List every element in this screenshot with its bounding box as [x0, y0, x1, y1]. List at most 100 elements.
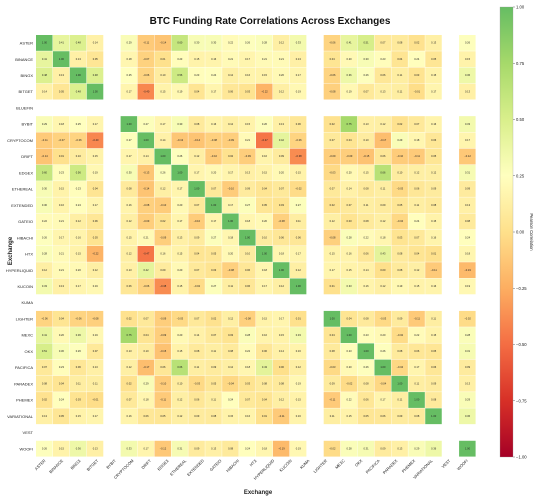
- heatmap-cell-kucoin-okx: [357, 278, 375, 295]
- heatmap-cell-bingx-ethereal: [188, 67, 205, 84]
- heatmap-cell-kucoin-bitget: [86, 278, 104, 295]
- heatmap-cell-binance-ethereal: [188, 51, 205, 68]
- cell-value-label: 1.00: [431, 414, 437, 418]
- heatmap-cell-bingx-bingx: [69, 67, 87, 84]
- cell-value-label: 0.14: [363, 268, 369, 272]
- heatmap-cell-mexc-edgex: [171, 327, 188, 343]
- cell-value-label: 0.17: [414, 365, 420, 369]
- heatmap-cell-extended-cryptocom: [137, 197, 155, 214]
- cell-value-label: −0.14: [41, 154, 48, 158]
- cell-value-label: 0.04: [262, 187, 268, 191]
- heatmap-cell-drift-woofi: [459, 148, 476, 165]
- heatmap-cell-aster-gateio: [222, 35, 239, 51]
- heatmap-cell-aster-bitget: [86, 35, 104, 51]
- heatmap-cell-cryptocom-lighter: [323, 132, 341, 149]
- cell-value-label: 0.30: [194, 41, 200, 45]
- cell-value-label: 0.20: [347, 170, 353, 174]
- heatmap-cell-hyperliquid-hibachi: [239, 262, 256, 279]
- cell-value-label: 0.13: [397, 446, 403, 450]
- cell-value-label: 1.00: [76, 73, 82, 77]
- cell-value-label: 0.15: [59, 187, 65, 191]
- heatmap-cell-lighter-phemex: [408, 310, 425, 327]
- heatmap-cell-hibachi-aster: [36, 229, 53, 246]
- cell-value-label: 0.11: [397, 89, 402, 93]
- cell-value-label: 0.33: [296, 41, 302, 45]
- heatmap-cell-phemex-edgex: [171, 392, 188, 408]
- cell-value-label: −0.12: [464, 154, 471, 158]
- cell-value-label: 0.13: [127, 349, 133, 353]
- heatmap-cell-paradex-okx: [357, 375, 375, 392]
- heatmap-cell-okx-phemex: [408, 343, 425, 360]
- cell-value-label: 0.07: [42, 365, 48, 369]
- heatmap-cell-pacifica-woofi: [459, 359, 476, 376]
- heatmap-cell-htx-okx: [357, 246, 375, 262]
- heatmap-cell-binance-binance: [52, 51, 70, 68]
- cell-value-label: 0.15: [194, 57, 200, 61]
- heatmap-cell-kucoin-aster: [36, 278, 53, 295]
- cell-value-label: 0.15: [93, 154, 99, 158]
- cell-value-label: −0.38: [295, 154, 302, 158]
- cell-value-label: 0.56: [76, 170, 82, 174]
- heatmap-cell-phemex-bybit: [120, 392, 138, 408]
- cell-value-label: −0.10: [160, 381, 167, 385]
- cell-value-label: 0.07: [363, 89, 369, 93]
- cell-value-label: 0.14: [347, 187, 353, 191]
- heatmap-cell-lighter-htx: [256, 310, 273, 327]
- heatmap-cell-gateio-phemex: [408, 213, 425, 230]
- heatmap-cell-paradex-woofi: [459, 375, 476, 392]
- cell-value-label: 0.26: [160, 170, 166, 174]
- heatmap-cell-htx-paradex: [391, 246, 408, 262]
- heatmap-cell-htx-hibachi: [239, 246, 256, 262]
- cell-value-label: −0.13: [143, 170, 150, 174]
- cell-value-label: 0.17: [93, 122, 99, 126]
- cell-value-label: −0.17: [380, 138, 387, 142]
- cell-value-label: 0.09: [397, 317, 403, 321]
- cell-value-label: −0.09: [143, 219, 150, 223]
- y-tick-binance: BINANCE: [15, 57, 33, 62]
- heatmap-cell-phemex-gateio: [222, 392, 239, 408]
- cell-value-label: 0.30: [59, 349, 65, 353]
- cell-value-label: 0.04: [262, 398, 268, 402]
- cell-value-label: 0.21: [245, 138, 251, 142]
- heatmap-cell-kucoin-variational: [425, 278, 442, 295]
- heatmap-cell-binance-pacifica: [374, 51, 391, 68]
- cell-value-label: 0.09: [194, 414, 200, 418]
- x-tick-drift: DRIFT: [140, 458, 152, 470]
- cell-value-label: 0.12: [127, 252, 133, 256]
- heatmap-cell-kucoin-woofi: [459, 278, 476, 295]
- cell-value-label: 0.56: [177, 73, 183, 77]
- heatmap-cell-pacifica-drift: [154, 359, 171, 376]
- cell-value-label: 0.24: [245, 446, 251, 450]
- cell-value-label: 0.13: [431, 41, 437, 45]
- cell-value-label: 0.41: [42, 57, 48, 61]
- cell-value-label: 0.09: [397, 414, 403, 418]
- y-tick-htx: HTX: [25, 252, 33, 257]
- cell-value-label: −0.06: [295, 138, 302, 142]
- cell-value-label: 0.17: [194, 170, 200, 174]
- heatmap-cell-hyperliquid-hyperliquid: [272, 262, 290, 279]
- y-tick-lighter: LIGHTER: [16, 316, 33, 321]
- heatmap-cell-hyperliquid-aster: [36, 262, 53, 279]
- heatmap-cell-bitget-binance: [52, 83, 70, 100]
- cell-value-label: 0.23: [177, 57, 183, 61]
- cell-value-label: 0.20: [211, 170, 217, 174]
- cell-value-label: 0.30: [211, 41, 217, 45]
- heatmap-cell-bitget-gateio: [222, 83, 239, 100]
- heatmap-cell-lighter-aster: [36, 310, 53, 327]
- cell-value-label: −0.02: [397, 333, 404, 337]
- cell-value-label: −0.11: [414, 317, 421, 321]
- cell-value-label: 0.11: [194, 365, 199, 369]
- cell-value-label: 0.15: [177, 284, 183, 288]
- cell-value-label: 0.13: [245, 170, 251, 174]
- heatmap-cell-variational-pacifica: [374, 408, 391, 425]
- heatmap-cell-htx-bybit: [120, 246, 138, 262]
- heatmap-cell-variational-edgex: [171, 408, 188, 425]
- cell-value-label: 0.07: [211, 187, 217, 191]
- cell-value-label: 0.15: [296, 170, 302, 174]
- x-tick-kucoin: KUCOIN: [278, 458, 293, 473]
- heatmap-cell-gateio-binance: [52, 213, 70, 230]
- cell-value-label: 0.75: [347, 122, 353, 126]
- heatmap-cell-bitget-edgex: [171, 83, 188, 100]
- heatmap-cell-bybit-htx: [256, 116, 273, 132]
- x-tick-pacifica: PACIFICA: [365, 458, 382, 475]
